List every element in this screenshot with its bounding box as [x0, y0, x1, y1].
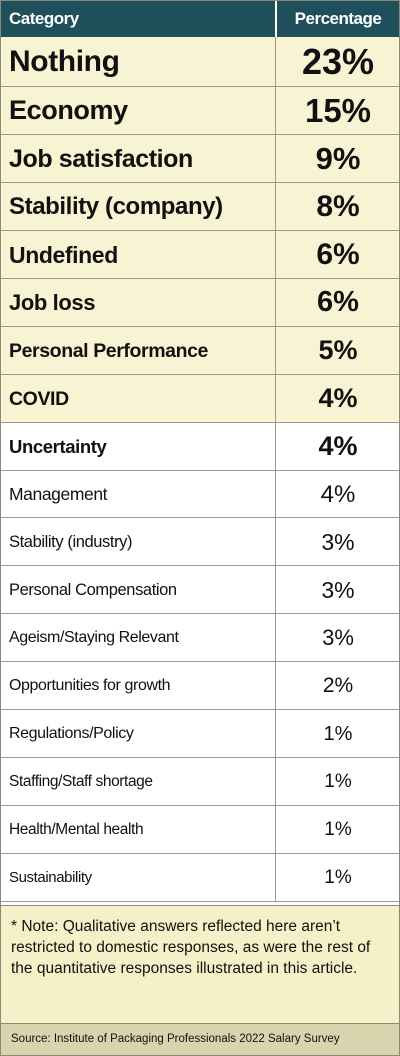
row-percentage: 6%	[316, 238, 360, 271]
row-percentage: 1%	[324, 867, 352, 888]
table-row: Sustainability 1%	[1, 854, 399, 902]
column-divider	[275, 710, 276, 757]
row-category: Stability (industry)	[9, 533, 133, 551]
table-row: Stability (industry) 3%	[1, 518, 399, 566]
table-row: Stability (company) 8%	[1, 183, 399, 231]
column-divider	[275, 327, 276, 374]
row-percentage: 2%	[322, 674, 354, 697]
row-category: Regulations/Policy	[9, 725, 134, 742]
table-row: Job satisfaction 9%	[1, 135, 399, 183]
column-divider	[275, 135, 276, 182]
table-row: Ageism/Staying Relevant 3%	[1, 614, 399, 662]
table-row: Economy 15%	[1, 87, 399, 135]
table-row: Nothing 23%	[1, 37, 399, 87]
row-category: Management	[9, 484, 108, 504]
row-percentage: 3%	[321, 529, 355, 555]
table-row: Opportunities for growth 2%	[1, 662, 399, 710]
column-divider	[275, 806, 276, 853]
column-divider	[275, 375, 276, 422]
row-percentage: 23%	[301, 41, 375, 82]
row-percentage: 5%	[318, 335, 358, 365]
row-category: COVID	[9, 388, 69, 410]
row-percentage: 1%	[324, 771, 352, 792]
row-percentage: 9%	[315, 141, 361, 176]
row-percentage: 4%	[318, 383, 358, 413]
table-header: Category Percentage	[1, 1, 399, 37]
column-divider	[275, 854, 276, 901]
column-header-category: Category	[9, 9, 79, 28]
row-category: Opportunities for growth	[9, 677, 171, 694]
row-category: Health/Mental health	[9, 821, 144, 838]
row-percentage: 1%	[323, 723, 353, 745]
table-row: Job loss 6%	[1, 279, 399, 327]
column-divider	[275, 518, 276, 565]
column-divider	[275, 423, 276, 470]
row-percentage: 15%	[304, 92, 372, 129]
column-divider	[275, 662, 276, 709]
header-divider	[275, 1, 277, 37]
row-category: Nothing	[9, 45, 120, 78]
table-row: Management 4%	[1, 471, 399, 518]
row-percentage: 8%	[316, 190, 360, 223]
column-divider	[275, 566, 276, 613]
column-divider	[275, 231, 276, 278]
table-source: Source: Institute of Packaging Professio…	[1, 1023, 399, 1055]
row-category: Job loss	[9, 290, 96, 315]
table-row: Health/Mental health 1%	[1, 806, 399, 854]
row-percentage: 3%	[321, 577, 355, 603]
row-category: Economy	[9, 95, 128, 125]
table-row: Regulations/Policy 1%	[1, 710, 399, 758]
row-percentage: 4%	[320, 481, 356, 508]
row-percentage: 3%	[322, 625, 354, 650]
row-category: Uncertainty	[9, 436, 107, 457]
column-divider	[275, 87, 276, 134]
row-percentage: 6%	[317, 286, 359, 318]
row-category: Stability (company)	[9, 193, 223, 220]
row-category: Staffing/Staff shortage	[9, 773, 153, 790]
row-category: Job satisfaction	[9, 145, 193, 173]
column-divider	[275, 37, 276, 86]
column-divider	[275, 183, 276, 230]
row-category: Ageism/Staying Relevant	[9, 629, 179, 646]
column-divider	[275, 614, 276, 661]
row-category: Sustainability	[9, 869, 92, 886]
row-category: Personal Compensation	[9, 581, 177, 599]
column-header-percentage: Percentage	[294, 9, 382, 28]
column-divider	[275, 758, 276, 805]
column-divider	[275, 279, 276, 326]
table-row: Staffing/Staff shortage 1%	[1, 758, 399, 806]
column-divider	[275, 471, 276, 517]
row-percentage: 1%	[324, 819, 352, 840]
table-row: Personal Compensation 3%	[1, 566, 399, 614]
row-percentage: 4%	[318, 431, 358, 461]
row-category: Undefined	[9, 242, 118, 268]
table-row: Personal Performance 5%	[1, 327, 399, 375]
table-row: Uncertainty 4%	[1, 423, 399, 471]
table-row: COVID 4%	[1, 375, 399, 423]
table-note: * Note: Qualitative answers reflected he…	[1, 905, 399, 1023]
row-category: Personal Performance	[9, 340, 209, 362]
table-row: Undefined 6%	[1, 231, 399, 279]
